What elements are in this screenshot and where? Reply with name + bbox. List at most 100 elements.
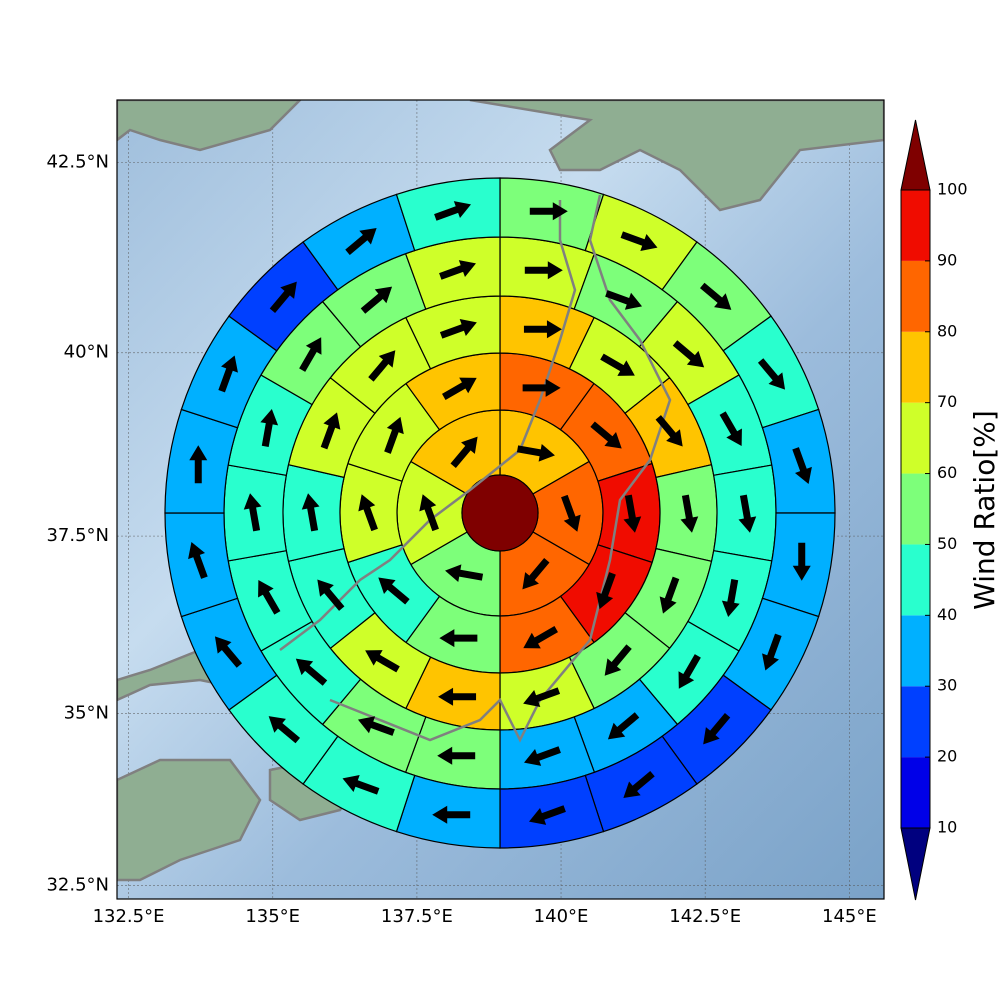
- wind-arrow: [419, 494, 439, 532]
- wind-arrow: [524, 746, 561, 766]
- wind-arrow: [623, 494, 642, 533]
- wind-arrow: [620, 231, 658, 251]
- wind-arrow: [590, 421, 622, 449]
- x-tick-label: 135°E: [245, 906, 300, 927]
- wind-arrow: [792, 542, 811, 581]
- y-tick-label: 42.5°N: [46, 151, 109, 172]
- colorbar-frame: [900, 189, 931, 829]
- colorbar-extend-over: [900, 119, 931, 191]
- wind-arrow: [659, 576, 680, 614]
- wind-arrow: [299, 337, 322, 372]
- wind-arrow: [360, 286, 393, 314]
- wind-arrow: [524, 261, 563, 280]
- wind-arrow: [596, 572, 616, 610]
- wind-arrow: [672, 340, 705, 368]
- wind-arrow: [384, 416, 404, 454]
- wind-arrow: [445, 564, 484, 583]
- y-tick-label: 32.5°N: [46, 874, 109, 895]
- wind-arrow: [317, 579, 345, 611]
- wind-arrow: [561, 494, 581, 532]
- wind-arrow: [434, 201, 472, 221]
- wind-arrow: [437, 746, 476, 765]
- colorbar-label: Wind Ratio[%]: [968, 410, 1000, 610]
- colorbar-segment: [901, 331, 930, 403]
- colorbar-tick-label: 100: [937, 180, 968, 199]
- colorbar-tick-label: 20: [937, 747, 957, 766]
- wind-arrow: [703, 712, 731, 745]
- wind-arrow: [439, 629, 478, 648]
- wind-arrow: [357, 716, 395, 736]
- wind-arrow: [719, 411, 742, 447]
- wind-arrow: [378, 577, 410, 605]
- wind-sectors: [164, 177, 836, 849]
- x-tick-label: 132.5°E: [93, 906, 165, 927]
- wind-arrow: [301, 493, 320, 532]
- wind-arrow: [680, 494, 699, 533]
- wind-arrow: [439, 319, 477, 339]
- y-tick-label: 40°N: [64, 342, 109, 363]
- wind-arrow: [188, 541, 208, 579]
- wind-arrow: [258, 579, 281, 615]
- wind-arrow: [607, 712, 640, 740]
- wind-arrows: [188, 201, 812, 825]
- wind-arrow: [522, 558, 550, 590]
- wind-arrow: [699, 282, 732, 310]
- wind-arrow: [439, 260, 476, 280]
- wind-arrow: [214, 636, 243, 668]
- wind-arrow: [516, 443, 555, 462]
- wind-arrow: [268, 716, 301, 744]
- colorbar-tick-label: 10: [937, 818, 957, 837]
- wind-arrow: [655, 415, 683, 447]
- wind-arrow: [218, 355, 238, 393]
- wind-arrow: [600, 353, 635, 376]
- wind-arrow: [523, 626, 558, 649]
- wind-arrow: [762, 633, 782, 671]
- colorbar-tick-label: 90: [937, 250, 957, 269]
- wind-arrow: [523, 687, 561, 707]
- wind-arrow: [523, 320, 562, 339]
- colorbar-tick-label: 30: [937, 676, 957, 695]
- wind-arrow: [757, 358, 786, 390]
- wind-arrow: [365, 650, 400, 673]
- center-disc: [461, 474, 539, 552]
- x-tick-label: 137.5°E: [381, 906, 453, 927]
- colorbar-tick-label: 60: [937, 463, 957, 482]
- colorbar-tick-label: 50: [937, 534, 957, 553]
- y-tick-label: 35°N: [64, 702, 109, 723]
- wind-arrow: [269, 281, 297, 314]
- wind-arrow: [678, 654, 701, 689]
- colorbar-tick-label: 70: [937, 392, 957, 411]
- plot-frame: [116, 99, 885, 900]
- wind-arrow: [368, 350, 396, 382]
- y-tick-label: 37.5°N: [46, 525, 109, 546]
- colorbar-tick-label: 80: [937, 321, 957, 340]
- colorbar-segment: [901, 402, 930, 474]
- wind-arrow: [189, 445, 208, 484]
- colorbar: 10 20 30 40 50 60 70 80 90 100: [900, 119, 968, 901]
- colorbar-segment: [901, 686, 930, 758]
- wind-arrow: [345, 227, 377, 256]
- wind-arrow: [442, 377, 477, 400]
- colorbar-segment: [901, 190, 930, 261]
- colorbar-segment: [901, 473, 930, 545]
- wind-arrow: [320, 412, 341, 450]
- wind-arrow: [528, 805, 566, 825]
- wind-arrow: [438, 687, 477, 706]
- wind-arrow: [792, 447, 812, 485]
- wind-arrow: [529, 202, 568, 221]
- colorbar-segment: [901, 757, 930, 828]
- x-tick-label: 140°E: [534, 906, 589, 927]
- wind-arrow: [623, 770, 655, 799]
- x-tick-label: 145°E: [822, 906, 877, 927]
- colorbar-segment: [901, 544, 930, 616]
- colorbar-segment: [901, 615, 930, 687]
- wind-arrow: [260, 408, 279, 448]
- axes: 132.5°E 135°E 137.5°E 140°E 142.5°E 145°E 32.5…: [46, 151, 876, 927]
- wind-arrow: [522, 378, 561, 397]
- wind-arrow: [432, 805, 471, 824]
- wind-arrow: [721, 578, 740, 618]
- wind-arrow: [738, 494, 757, 533]
- colorbar-extend-under: [900, 827, 931, 901]
